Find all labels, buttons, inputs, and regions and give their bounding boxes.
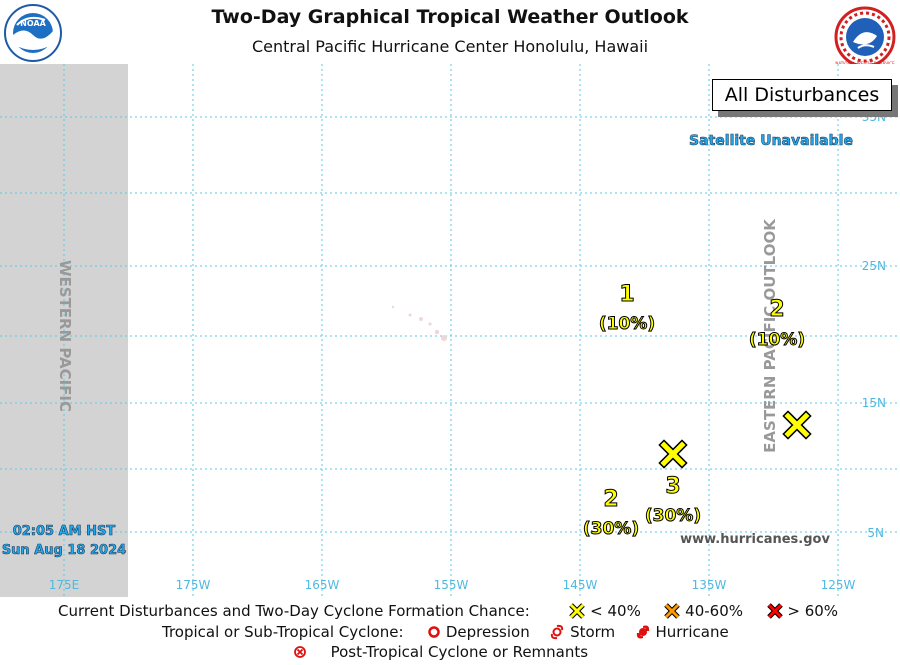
lon-label: 155W — [434, 578, 469, 592]
svg-text:NATIONAL WEATHER SERVICE: NATIONAL WEATHER SERVICE — [835, 61, 895, 66]
timestamp: 02:05 AM HST Sun Aug 18 2024 — [2, 524, 127, 559]
legend-post-tropical-label: Post-Tropical Cyclone or Remnants — [330, 642, 589, 661]
lon-label: 175W — [176, 578, 211, 592]
western-pacific-label: WESTERN PACIFIC — [56, 260, 74, 412]
high-chance-x-icon — [766, 602, 783, 619]
eastern-pacific-label: EASTERN PACIFIC OUTLOOK — [761, 218, 779, 453]
legend-cyclone-label: Tropical or Sub-Tropical Cyclone: — [162, 622, 404, 641]
disturbance-labels: 1 (10%) 2 (10%) 2 (30%) 3 (30%) — [582, 282, 805, 540]
outlook-map: WESTERN PACIFIC EASTERN PACIFIC OUTLOOK … — [0, 64, 900, 597]
lat-label: 35N — [862, 110, 886, 124]
legend-row-disturbances: Current Disturbances and Two-Day Cyclone… — [58, 601, 838, 620]
low-chance-x-icon — [569, 602, 586, 619]
svg-text:NOAA: NOAA — [20, 19, 46, 28]
lat-label: 5N — [867, 526, 884, 540]
disturbance-chance: (30%) — [583, 519, 639, 539]
lon-label: 135W — [692, 578, 727, 592]
depression-icon — [428, 625, 440, 638]
latitude-labels: 35N 25N 15N 5N — [862, 110, 886, 540]
legend-row-cyclones: Tropical or Sub-Tropical Cyclone: Depres… — [162, 622, 729, 641]
disturbance-number: 3 — [665, 474, 680, 499]
map-canvas: WESTERN PACIFIC EASTERN PACIFIC OUTLOOK … — [0, 64, 900, 597]
lon-label: 145W — [563, 578, 598, 592]
storm-icon — [551, 624, 564, 639]
legend-disturbance-label: Current Disturbances and Two-Day Cyclone… — [58, 601, 530, 620]
map-background — [0, 64, 900, 597]
timestamp-time: 02:05 AM HST — [13, 524, 116, 539]
disturbance-number: 2 — [603, 487, 618, 512]
legend-hurricane-label: Hurricane — [655, 622, 729, 641]
legend: Current Disturbances and Two-Day Cyclone… — [0, 597, 900, 665]
legend-row-post-tropical: Post-Tropical Cyclone or Remnants — [293, 642, 588, 661]
disturbance-marker-icon — [658, 439, 688, 469]
hurricane-icon — [636, 625, 649, 638]
disturbance-markers — [658, 410, 812, 469]
longitude-labels: 175E 175W 165W 155W 145W 135W 125W — [49, 578, 856, 592]
page-subtitle: Central Pacific Hurricane Center Honolul… — [251, 37, 649, 56]
legend-low-label: < 40% — [590, 601, 641, 620]
website-text: www.hurricanes.gov — [680, 532, 830, 547]
lon-label: 165W — [305, 578, 340, 592]
timestamp-date: Sun Aug 18 2024 — [2, 543, 126, 558]
disturbance-number: 2 — [769, 297, 784, 322]
disturbance-chance: (10%) — [749, 330, 805, 350]
satellite-note: Satellite Unavailable — [689, 133, 853, 149]
header: NOAA Two-Day Graphical Tropical Weather … — [0, 0, 900, 68]
disturbance-chance: (30%) — [645, 506, 701, 526]
lat-label: 25N — [862, 259, 886, 273]
disturbance-number: 1 — [619, 282, 634, 307]
map-grid — [0, 64, 900, 597]
nws-logo: NATIONAL WEATHER SERVICE — [834, 6, 896, 68]
legend-high-label: > 60% — [787, 601, 839, 620]
all-disturbances-banner: All Disturbances — [712, 79, 892, 111]
page-title: Two-Day Graphical Tropical Weather Outlo… — [211, 6, 689, 28]
legend-medium-label: 40-60% — [685, 601, 744, 620]
hawaiian-islands — [391, 305, 447, 341]
legend-storm-label: Storm — [570, 622, 616, 641]
disturbance-marker-icon — [782, 410, 812, 440]
legend-depression-label: Depression — [445, 622, 530, 641]
post-tropical-icon — [294, 645, 306, 658]
noaa-logo: NOAA — [4, 4, 62, 62]
lat-label: 15N — [862, 396, 886, 410]
disturbance-chance: (10%) — [599, 314, 655, 334]
lon-label: 175E — [49, 578, 80, 592]
lon-label: 125W — [821, 578, 856, 592]
medium-chance-x-icon — [664, 602, 681, 619]
